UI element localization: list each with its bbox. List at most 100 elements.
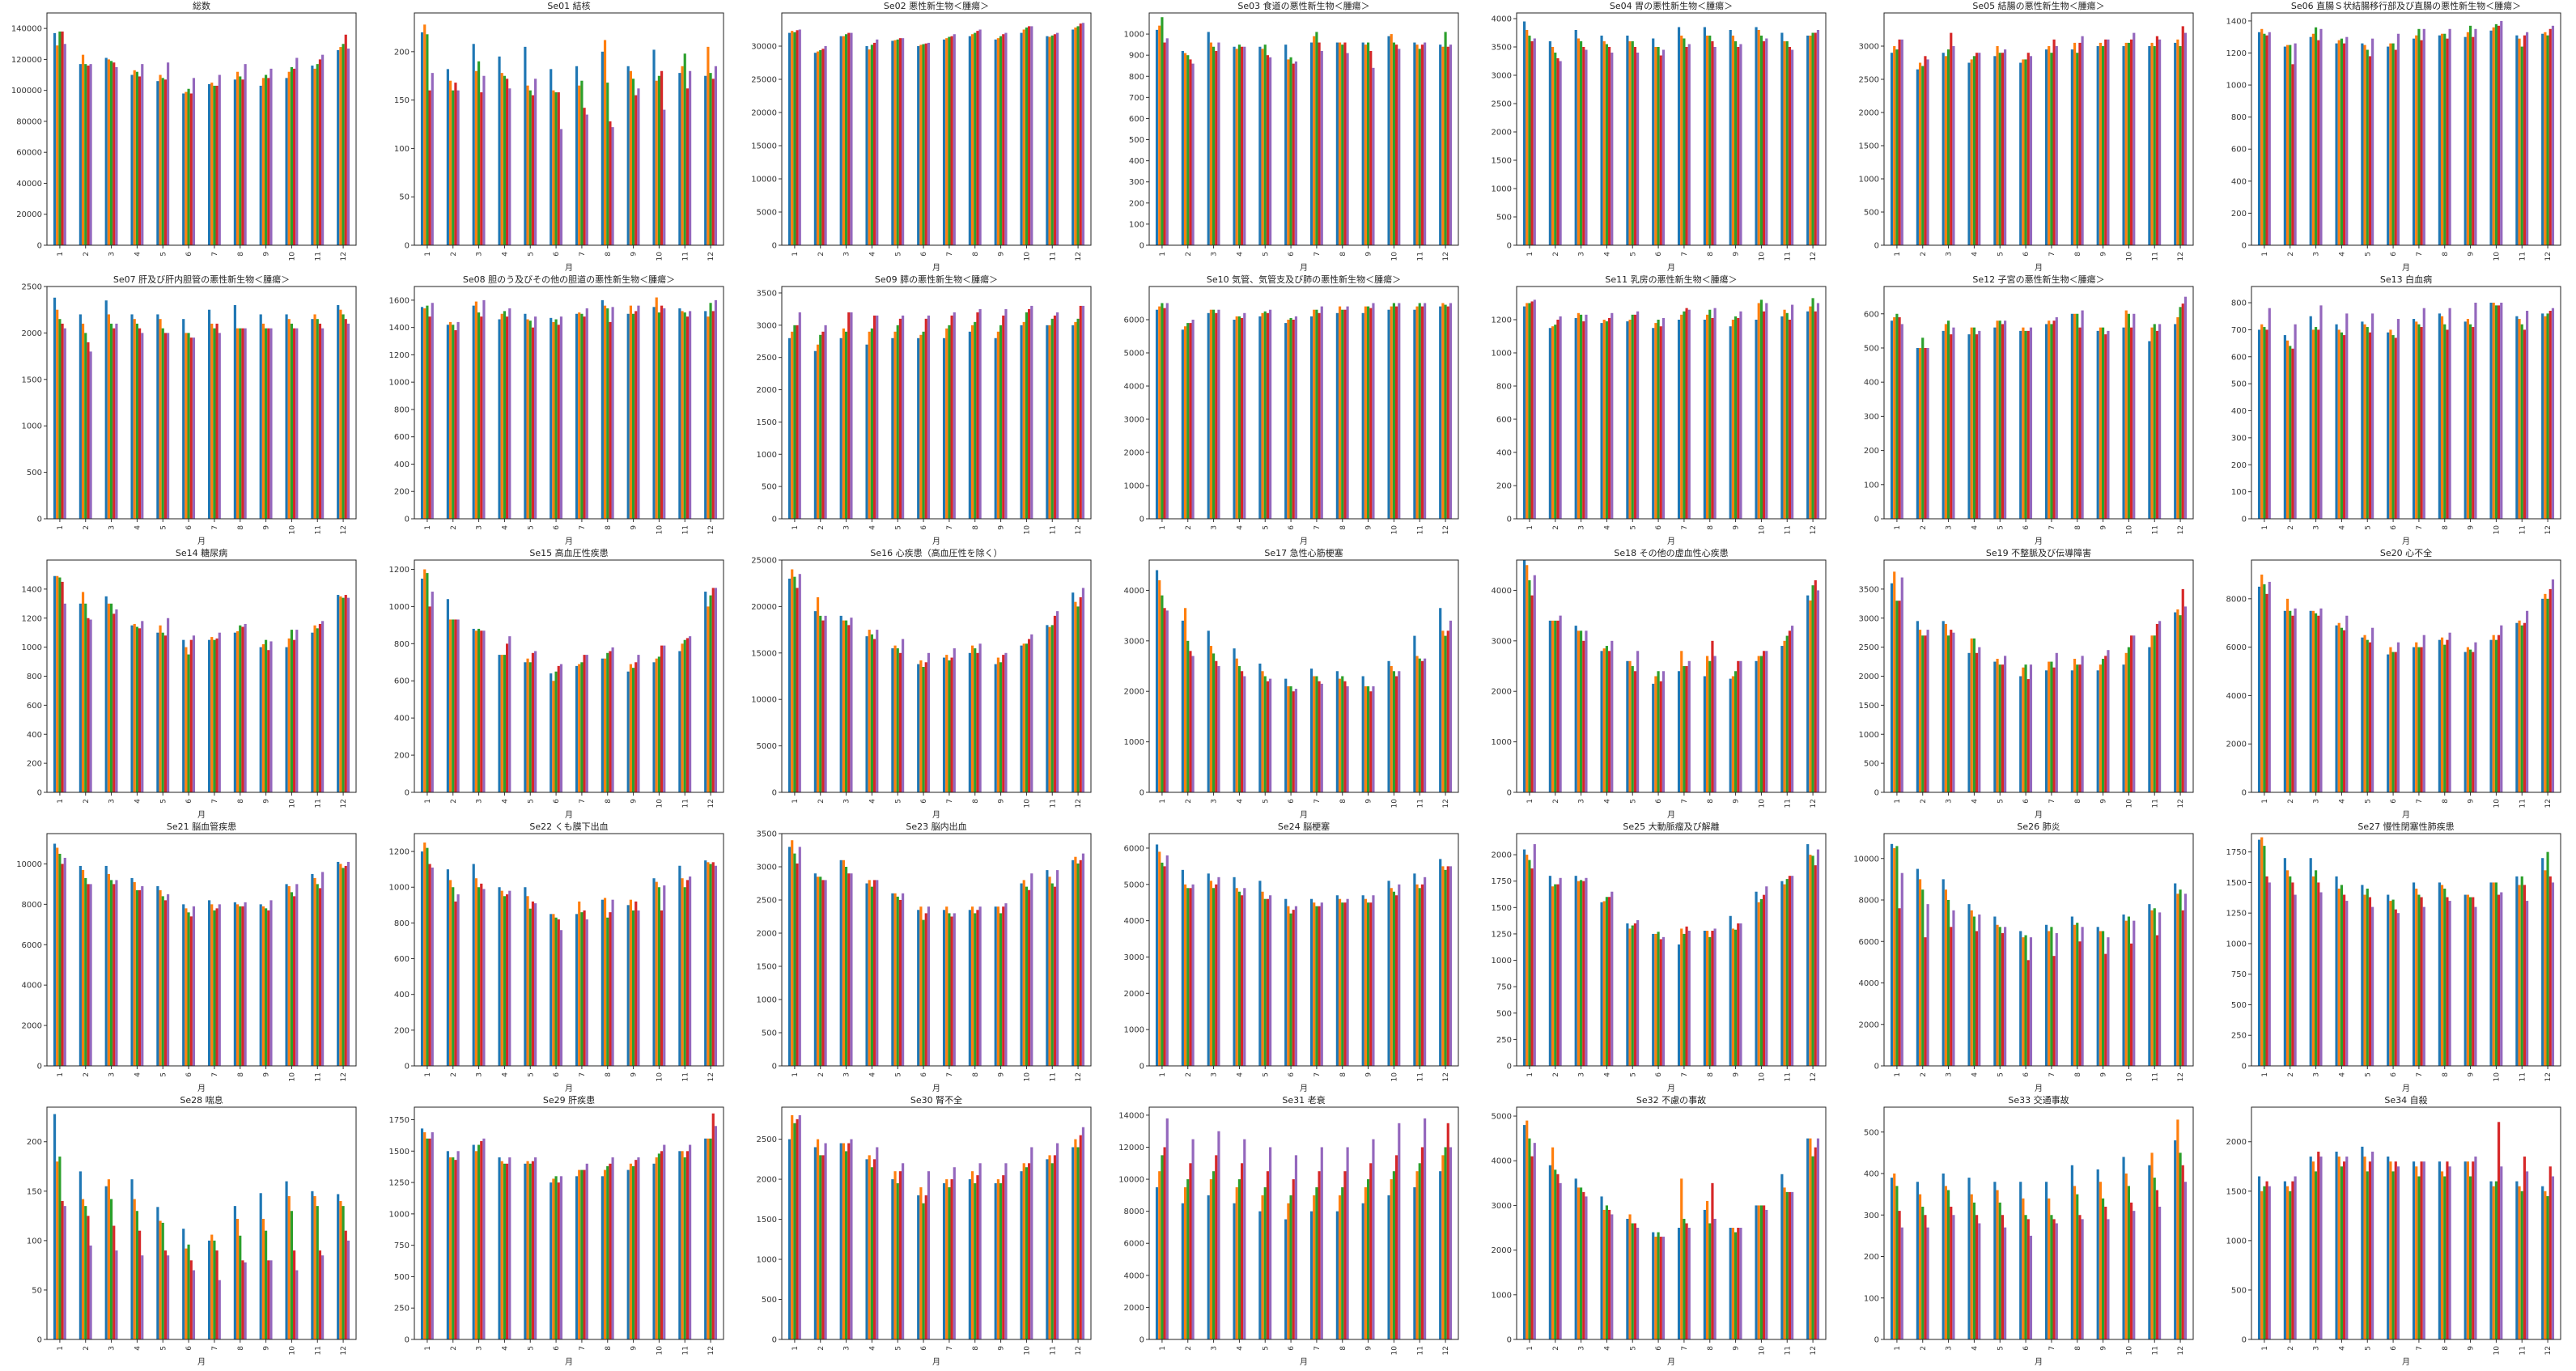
x-tick-label: 7: [211, 1346, 219, 1351]
bar: [583, 910, 586, 1066]
x-tick-label: 1: [791, 252, 800, 257]
y-tick-label: 4000: [1124, 917, 1144, 926]
y-tick-label: 150: [27, 1187, 42, 1196]
bar: [996, 38, 999, 245]
x-tick-label: 10: [288, 252, 296, 261]
bar: [1002, 1175, 1005, 1339]
x-tick-label: 6: [920, 252, 928, 257]
x-tick-label: 4: [1603, 252, 1611, 257]
bar: [2050, 53, 2053, 245]
x-tick-label: 9: [998, 525, 1006, 530]
bar: [1191, 1139, 1195, 1339]
x-tick-label: 11: [1049, 252, 1057, 261]
bar: [2345, 36, 2349, 245]
y-tick-label: 1000: [1124, 482, 1144, 491]
bar: [1631, 41, 1634, 245]
bar: [2368, 56, 2372, 245]
bar: [2283, 858, 2286, 1066]
bar: [474, 301, 477, 519]
bar: [1680, 928, 1683, 1066]
x-tick-label: 3: [1578, 525, 1586, 530]
bar: [1158, 579, 1161, 792]
y-tick-label: 25000: [751, 76, 777, 85]
bar: [1703, 320, 1706, 519]
x-tick-label: 11: [314, 525, 322, 534]
bar: [559, 316, 563, 519]
bar: [1659, 326, 1662, 519]
bar: [2026, 679, 2030, 792]
bar: [285, 314, 288, 519]
bar: [1209, 646, 1212, 792]
x-tick-label: 12: [2177, 252, 2185, 261]
bar: [130, 1179, 134, 1339]
bar: [2029, 937, 2033, 1067]
bar: [531, 327, 535, 519]
bar: [554, 671, 558, 792]
y-tick-label: 200: [1496, 482, 1512, 491]
bar: [578, 664, 581, 792]
bar: [2319, 892, 2323, 1066]
bar: [583, 108, 586, 245]
plot-frame: [781, 559, 1092, 793]
bar: [2343, 335, 2346, 519]
y-tick-label: 1500: [1492, 157, 1512, 166]
y-tick-label: 700: [2231, 326, 2247, 335]
x-tick-label: 5: [159, 525, 168, 530]
x-tick-label: 6: [553, 252, 561, 257]
bar: [945, 906, 948, 1066]
x-tick-label: 5: [2364, 799, 2372, 804]
y-tick-label: 0: [405, 1063, 410, 1072]
bar: [1343, 1171, 1347, 1339]
bar: [218, 1280, 221, 1339]
bar: [2155, 330, 2159, 519]
bar: [634, 311, 638, 519]
chart-panel: Se19 不整脈及び伝導障害05001000150020002500300035…: [1859, 547, 2194, 820]
bar: [182, 319, 185, 519]
bar: [1212, 888, 1216, 1066]
bar: [2466, 894, 2469, 1066]
bar: [663, 885, 666, 1066]
bar: [1392, 891, 1395, 1066]
bar: [945, 655, 948, 792]
x-tick-label: 11: [2519, 252, 2527, 261]
y-tick-label: 3500: [757, 289, 777, 298]
bar: [924, 662, 927, 792]
bar: [1215, 660, 1218, 792]
bar: [112, 62, 116, 245]
bar: [1950, 927, 1953, 1066]
chart-title: Se26 肺炎: [2017, 821, 2060, 832]
bar: [81, 1199, 85, 1339]
bar: [218, 632, 221, 792]
x-tick-label: 3: [108, 252, 117, 257]
bar: [976, 652, 979, 792]
x-tick-label: 4: [1236, 799, 1244, 804]
bar: [1209, 881, 1212, 1066]
bar: [2052, 320, 2056, 519]
y-tick-label: 8000: [1859, 897, 1879, 906]
bar: [552, 90, 555, 245]
bar: [498, 655, 501, 792]
bar: [1522, 21, 1526, 245]
bar: [2153, 1178, 2156, 1340]
bar: [1261, 671, 1264, 792]
bar: [2148, 904, 2151, 1067]
bar: [79, 1171, 82, 1339]
bar: [816, 877, 820, 1066]
plot-frame: [2251, 12, 2561, 246]
y-tick-label: 250: [2231, 1032, 2247, 1041]
bar: [1315, 906, 1318, 1066]
bar: [500, 73, 503, 245]
bar: [1165, 855, 1169, 1066]
y-tick-label: 600: [394, 433, 410, 442]
x-tick-label: 2: [817, 799, 825, 804]
bar: [1944, 324, 1947, 519]
bar: [337, 595, 340, 792]
bar: [1683, 38, 1686, 245]
bar: [454, 619, 457, 792]
bar: [873, 639, 876, 792]
bar: [1309, 42, 1313, 245]
bar: [655, 1157, 658, 1339]
bar: [1243, 46, 1246, 245]
x-tick-label: 11: [1784, 525, 1792, 534]
bar: [2174, 324, 2177, 519]
